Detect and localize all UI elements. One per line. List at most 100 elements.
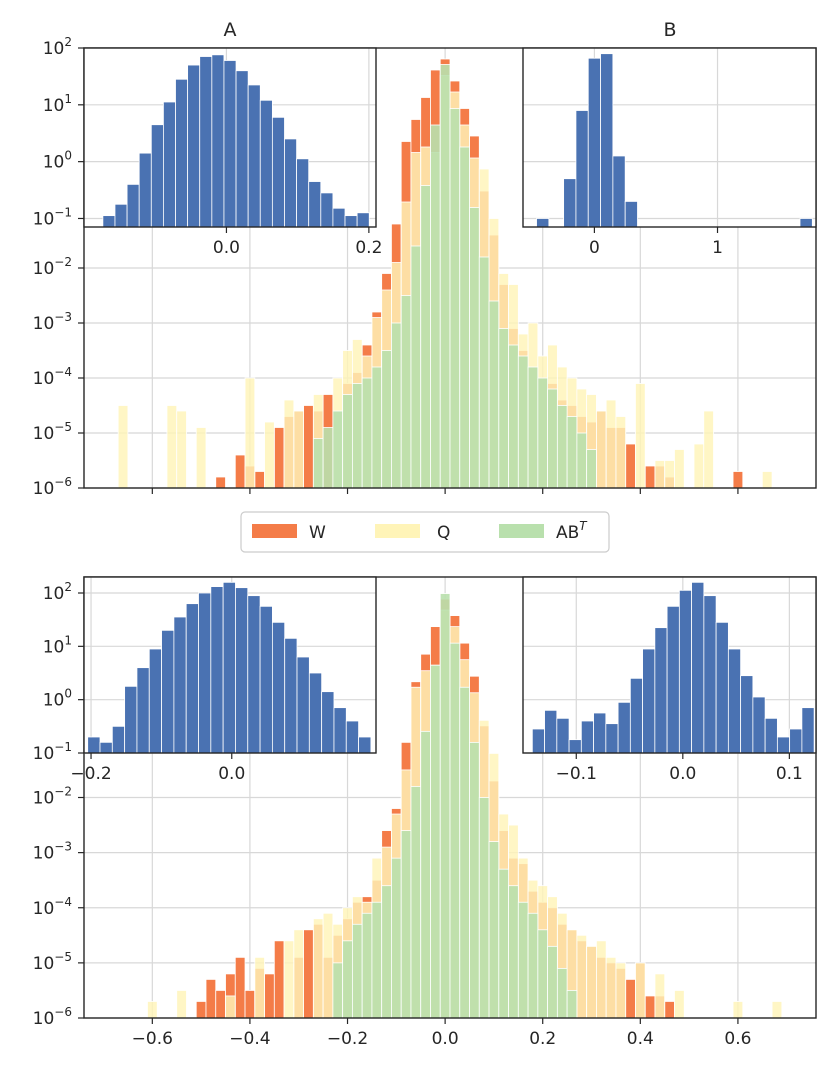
inset-A-ytick-label-3: 102 — [43, 35, 72, 59]
inset-A-hist-bar-1 — [114, 203, 128, 228]
bottom-main-q-bar-41 — [732, 1001, 744, 1019]
inset-d-bars — [531, 581, 815, 754]
bottom-main-q-bar-7 — [322, 912, 334, 1019]
bottom-main-ab-bar-4 — [371, 901, 383, 1019]
top-main-ab-bar-28 — [586, 449, 597, 489]
top-main-ab-bar-10 — [410, 245, 422, 489]
inset-D-hist-bar-11 — [666, 605, 680, 754]
inset-C-hist-bar-9 — [198, 592, 212, 754]
top-main-w-bar-39 — [625, 443, 636, 489]
inset-C-hist-bar-1 — [99, 741, 113, 754]
inset-C-hist-bar-2 — [111, 725, 126, 754]
bottom-main-ytick-label-1: 10−5 — [33, 950, 72, 974]
top-main-ab-bar-21 — [517, 355, 529, 489]
inset-B-xtick-label-0: 0 — [589, 238, 600, 258]
top-main-ab-bar-8 — [391, 322, 402, 489]
top-main-ab-bar-22 — [527, 366, 539, 489]
inset-A-hist-bar-3 — [138, 152, 152, 228]
top-main-ab-bar-5 — [361, 377, 373, 489]
top-main-q-bar-40 — [654, 460, 666, 489]
inset-A-hist-bar-15 — [284, 138, 297, 228]
bottom-main-bars — [147, 593, 783, 1019]
bottom-main-xtick-label-6: 0.6 — [724, 1029, 751, 1049]
bottom-main-q-bar-5 — [293, 929, 304, 1019]
top-main-q-bar-2 — [176, 410, 187, 489]
bottom-main-q-bar-36 — [605, 956, 617, 1019]
inset-C-hist-bar-20 — [333, 707, 347, 754]
inset-A-ytick-label-1: 100 — [43, 149, 72, 173]
top-main-ytick-base-0: 10 — [33, 479, 55, 499]
top-main-w-bar-0 — [215, 476, 226, 489]
top-main-q-bar-1 — [166, 405, 178, 489]
bottom-main-q-bar-4 — [283, 940, 295, 1019]
top-main-ab-bar-27 — [576, 432, 588, 489]
inset-D-hist-bar-15 — [715, 621, 729, 754]
top-main-ab-bar-23 — [537, 377, 549, 489]
top-main-ab-bar-26 — [566, 416, 578, 489]
inset-C-ytick-label-1: 100 — [43, 687, 72, 711]
inset-D-xtick-label-0: −0.1 — [556, 764, 597, 784]
bottom-main-q-bar-3 — [254, 956, 265, 1019]
inset-C-xtick-label-0: −0.2 — [70, 764, 111, 784]
top-main-ytick-exp-0: −6 — [54, 475, 72, 489]
inset-B-hist-bar-3 — [587, 57, 601, 228]
inset-A-ytick-exp-3: 2 — [64, 35, 72, 49]
inset-D-hist-bar-3 — [568, 739, 582, 754]
inset-C-hist-bar-19 — [321, 691, 335, 754]
bottom-main-q-bar-34 — [586, 945, 597, 1019]
bottom-main-ab-bar-24 — [566, 990, 578, 1019]
top-main-ab-bar-18 — [488, 300, 500, 489]
inset-A-hist-bar-7 — [187, 64, 201, 228]
inset-d-frame — [522, 576, 817, 754]
inset-d-panel: −0.1 0.0 0.1 — [522, 576, 817, 784]
inset-B-hist-bar-0 — [536, 218, 550, 228]
bottom-main-w-bar-0 — [195, 1001, 207, 1019]
bottom-main-ab-bar-17 — [498, 868, 509, 1019]
inset-C-hist-bar-0 — [87, 736, 101, 754]
inset-C-ytick-label-0: 10−1 — [33, 740, 72, 764]
bottom-main-ytick-base-2: 10 — [33, 899, 55, 919]
bottom-main-xtick-label-0: −0.6 — [132, 1029, 173, 1049]
top-main-ab-bar-9 — [400, 295, 412, 489]
inset-D-hist-bar-14 — [703, 595, 717, 754]
inset-A-hist-bar-12 — [247, 84, 261, 228]
top-main-ab-bar-1 — [322, 427, 334, 489]
inset-C-ytick-base-1: 10 — [43, 691, 65, 711]
bottom-main-ytick-base-4: 10 — [33, 789, 55, 809]
bottom-main-ab-bar-18 — [508, 885, 519, 1019]
inset-B-hist-bar-1 — [563, 178, 577, 228]
inset-A-ytick-exp-2: 1 — [64, 92, 72, 106]
inset-A-ytick-label-0: 10−1 — [33, 205, 72, 229]
bottom-main-xtick-label-5: 0.4 — [627, 1029, 654, 1049]
inset-D-hist-bar-5 — [593, 712, 607, 754]
inset-A-ytick-label-2: 101 — [43, 92, 72, 116]
top-main-ab-bar-19 — [498, 328, 509, 489]
inset-C-hist-bar-3 — [124, 685, 138, 754]
top-main-ab-bar-12 — [430, 124, 441, 489]
top-main-ab-bar-15 — [459, 146, 470, 489]
bottom-main-w-bar-2 — [215, 990, 226, 1019]
bottom-main-xtick-label-1: −0.4 — [229, 1029, 270, 1049]
inset-A-ytick-base-0: 10 — [33, 209, 55, 229]
inset-C-ytick-exp-3: 2 — [64, 580, 72, 594]
top-main-w-bar-43 — [732, 471, 744, 489]
inset-A-hist-bar-9 — [211, 54, 225, 228]
bottom-main-ab-bar-7 — [400, 830, 412, 1019]
inset-C-hist-bar-22 — [358, 736, 372, 754]
inset-A-xtick-label-0: 0.0 — [213, 238, 240, 258]
top-main-ab-bar-11 — [420, 185, 431, 489]
inset-A-hist-bar-19 — [332, 207, 346, 228]
top-main-q-bar-7 — [293, 410, 304, 489]
top-main-ytick-label-2: 10−4 — [33, 365, 72, 389]
top-main-ytick-exp-4: −2 — [54, 255, 72, 269]
bottom-main-ab-bar-23 — [556, 967, 568, 1019]
bottom-main-ytick-base-3: 10 — [33, 844, 55, 864]
top-main-ytick-exp-2: −4 — [54, 365, 72, 379]
inset-B-hist-bar-7 — [799, 218, 813, 228]
inset-A-hist-bar-16 — [296, 158, 310, 228]
top-main-y-ticks: 10−610−510−410−310−2 — [33, 255, 84, 499]
